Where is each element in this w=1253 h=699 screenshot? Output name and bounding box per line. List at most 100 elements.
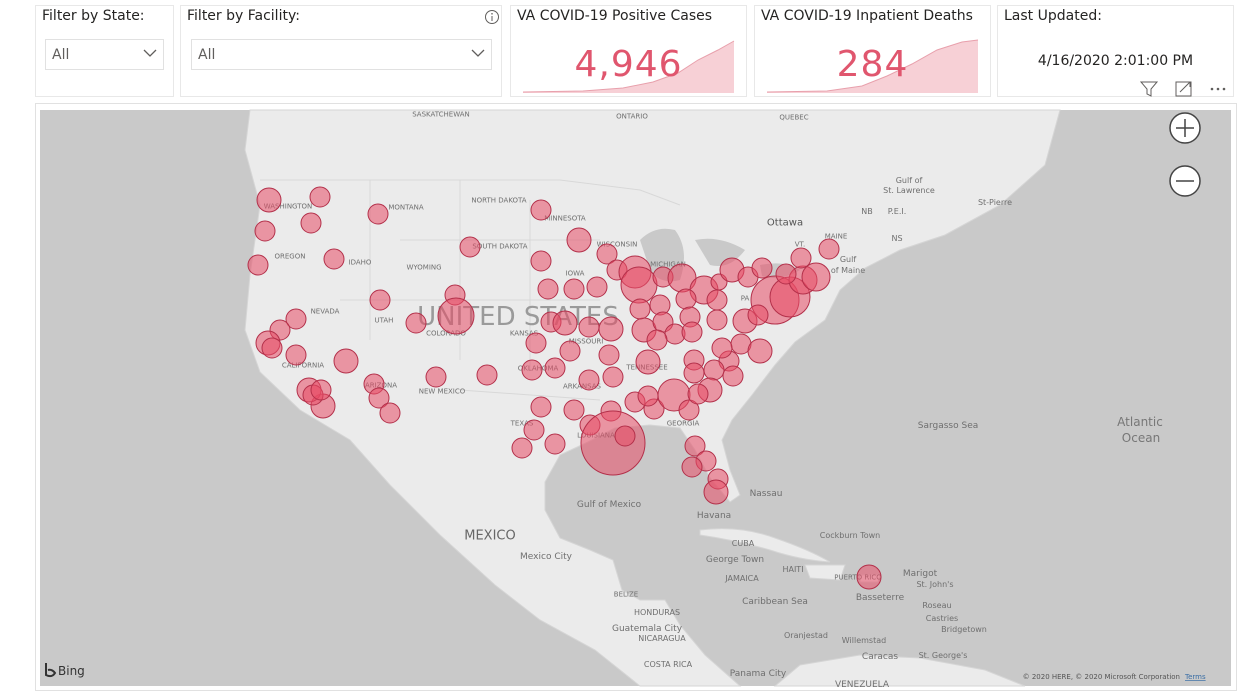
zoom-in[interactable] xyxy=(1169,112,1201,144)
map-label: NEW MEXICO xyxy=(419,387,466,395)
map-label: Havana xyxy=(697,511,731,521)
map-label: NEVADA xyxy=(311,307,340,315)
map-label: JAMAICA xyxy=(724,574,759,583)
map-label: TEXAS xyxy=(510,419,534,427)
map-label: COLORADO xyxy=(426,329,466,337)
bing-icon xyxy=(45,663,57,678)
last-updated: Last Updated: 4/16/2020 2:01:00 PM xyxy=(997,5,1234,97)
map-label: Gulf of Mexico xyxy=(577,500,642,510)
dropdown[interactable]: All xyxy=(45,39,164,70)
facility-bubble xyxy=(586,276,608,298)
map-label: Bridgetown xyxy=(941,625,987,634)
map-label: VENEZUELA xyxy=(835,680,890,690)
facility-bubble xyxy=(367,203,389,225)
south-america xyxy=(773,654,1026,687)
map-label: Nassau xyxy=(750,489,783,499)
map-label: OREGON xyxy=(275,252,306,260)
facility-bubble xyxy=(369,289,391,311)
facility-bubble xyxy=(706,309,728,331)
map-label: NS xyxy=(891,234,902,243)
map-label: Gulf of xyxy=(896,176,923,185)
terms-link[interactable]: Terms xyxy=(1184,673,1206,681)
map-label: Panama City xyxy=(730,669,787,679)
facility-bubble xyxy=(637,385,659,407)
facility-bubble xyxy=(368,387,390,409)
map-label: Castries xyxy=(926,614,958,623)
facility-bubble xyxy=(580,410,646,476)
map-label: Caribbean Sea xyxy=(742,597,808,607)
facility-bubble xyxy=(323,248,345,270)
facility-bubble xyxy=(678,399,700,421)
map-label: Roseau xyxy=(922,601,951,610)
facility-bubble xyxy=(254,220,276,242)
facility-bubble xyxy=(563,399,585,421)
facility-bubble xyxy=(300,212,322,234)
map-label: COSTA RICA xyxy=(644,660,693,669)
map-label: KANSAS xyxy=(510,329,539,337)
card-value: 284 xyxy=(836,44,909,85)
sparkline xyxy=(767,39,979,93)
facility-bubble xyxy=(566,227,592,253)
map-label: Ottawa xyxy=(767,218,803,229)
facility-bubble xyxy=(614,425,636,447)
facility-bubble xyxy=(261,337,283,359)
facility-bubble xyxy=(247,254,269,276)
facility-bubble xyxy=(256,187,282,213)
map-label: IOWA xyxy=(566,269,585,277)
facility-bubble xyxy=(711,337,733,359)
facility-bubble xyxy=(856,564,882,590)
facility-bubble xyxy=(722,365,744,387)
map-label: SOUTH DAKOTA xyxy=(472,242,527,250)
map-label: WISCONSIN xyxy=(597,240,638,248)
map-label: MINNESOTA xyxy=(544,214,586,222)
facility-bubble xyxy=(310,379,332,401)
facility-bubble xyxy=(684,435,706,457)
map-label: St. Lawrence xyxy=(883,186,935,195)
map-label: NB xyxy=(861,207,872,216)
card-title: VA COVID-19 Positive Cases xyxy=(517,8,713,24)
facility-bubble xyxy=(530,396,552,418)
facility-bubble xyxy=(703,359,725,381)
map-label: Caracas xyxy=(862,652,898,662)
map-logo: Bing xyxy=(58,664,85,678)
map-label: St. George's xyxy=(919,651,968,660)
map-label: CALIFORNIA xyxy=(282,361,324,369)
facility-bubble xyxy=(646,329,668,351)
facility-bubble xyxy=(675,288,697,310)
map-label: PA xyxy=(741,294,750,302)
facility-bubble xyxy=(620,266,658,304)
cuba xyxy=(699,528,831,563)
focus-icon[interactable] xyxy=(1175,81,1192,97)
map-label: WYOMING xyxy=(406,263,441,271)
facility-bubble xyxy=(425,366,447,388)
facility-bubble xyxy=(530,250,552,272)
facility-bubble xyxy=(333,348,359,374)
map-label: NICARAGUA xyxy=(638,634,686,643)
map-label: SASKATCHEWAN xyxy=(412,110,470,118)
facility-bubble xyxy=(537,278,559,300)
last-updated-value: 4/16/2020 2:01:00 PM xyxy=(1037,53,1194,69)
more-icon[interactable] xyxy=(1210,87,1226,91)
filter-icon[interactable] xyxy=(1139,81,1159,97)
facility-bubble xyxy=(681,321,703,343)
map-label: Guatemala City xyxy=(612,624,683,634)
dropdown[interactable]: All xyxy=(191,39,492,70)
facility-bubble xyxy=(598,316,624,342)
map-label: WASHINGTON xyxy=(264,202,313,210)
facility-bubble xyxy=(578,369,600,391)
kpi-card: VA COVID-19 Positive Cases 4,946 xyxy=(510,5,747,97)
facility-bubble xyxy=(687,383,709,405)
map-label: MICHIGAN xyxy=(650,260,686,268)
facility-bubble xyxy=(681,456,703,478)
zoom-out[interactable] xyxy=(1169,165,1201,197)
map-label: George Town xyxy=(706,555,764,565)
sparkline xyxy=(523,40,735,93)
attribution: © 2020 HERE, © 2020 Microsoft Corporatio… xyxy=(1023,673,1180,681)
info-icon[interactable] xyxy=(484,9,500,25)
map-label: of Maine xyxy=(831,266,865,275)
kpi-card: VA COVID-19 Inpatient Deaths 284 xyxy=(754,5,991,97)
facility-bubble xyxy=(629,298,651,320)
map-label: BELIZE xyxy=(614,590,638,598)
facility-bubble xyxy=(801,262,831,292)
